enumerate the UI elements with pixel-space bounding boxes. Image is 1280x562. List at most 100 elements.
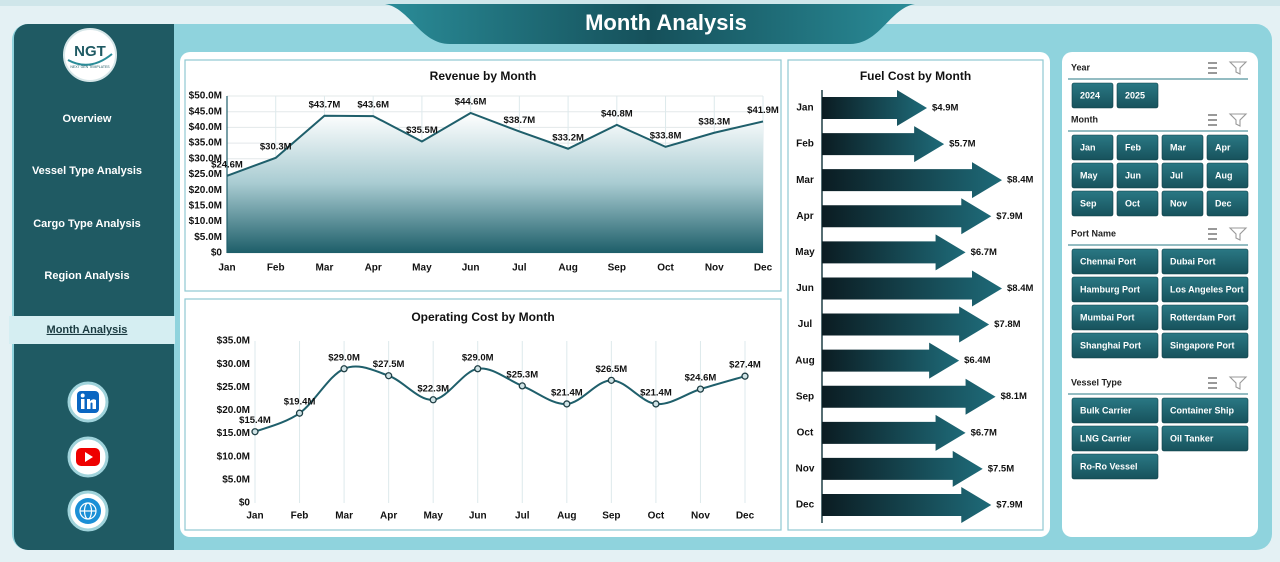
slicer-button[interactable]: Oil Tanker xyxy=(1161,425,1249,452)
nav-item[interactable]: Cargo Type Analysis xyxy=(33,218,141,230)
data-label: $40.8M xyxy=(601,108,633,119)
button-label: Singapore Port xyxy=(1170,340,1235,350)
slicer-button[interactable]: Oct xyxy=(1116,190,1159,217)
line xyxy=(226,111,764,177)
x-tick-label: Aug xyxy=(557,511,576,522)
slicer-button[interactable]: Apr xyxy=(1206,134,1249,161)
slicer-button[interactable]: Dubai Port xyxy=(1161,248,1249,275)
slicer-title: Port Name xyxy=(1071,228,1116,238)
y-tick-label: Apr xyxy=(796,211,813,222)
slicer-button[interactable]: Rotterdam Port xyxy=(1161,304,1249,331)
button-label: Shanghai Port xyxy=(1080,340,1141,350)
linkedin-glyph xyxy=(81,399,85,409)
website-link[interactable] xyxy=(67,490,109,532)
data-label: $4.9M xyxy=(932,103,958,114)
slicer-button[interactable]: Dec xyxy=(1206,190,1249,217)
multi-select-icon[interactable] xyxy=(1208,114,1217,126)
y-tick-label: $5.0M xyxy=(222,474,250,485)
clear-filter-icon[interactable] xyxy=(1228,113,1248,127)
data-label: $41.9M xyxy=(747,105,779,116)
data-label: $26.5M xyxy=(596,364,628,375)
slicer-button[interactable]: Mar xyxy=(1161,134,1204,161)
slicer-button[interactable]: Sep xyxy=(1071,190,1114,217)
arrow-bar xyxy=(822,306,990,343)
y-tick-label: $15.0M xyxy=(189,201,222,212)
y-tick-label: $10.0M xyxy=(189,216,222,227)
y-tick-label: $30.0M xyxy=(189,153,222,164)
y-tick-label: Jul xyxy=(798,319,813,330)
slicer-button[interactable]: Ro-Ro Vessel xyxy=(1071,453,1159,480)
slicer-button[interactable]: Aug xyxy=(1206,162,1249,189)
multi-select-icon[interactable] xyxy=(1208,228,1217,240)
sidebar-edge xyxy=(150,24,174,550)
button-bg xyxy=(1161,162,1204,189)
slicer-button[interactable]: Container Ship xyxy=(1161,397,1249,424)
data-label: $21.4M xyxy=(640,387,672,398)
nav-item[interactable]: Month Analysis xyxy=(9,316,175,344)
slicer-button[interactable]: Feb xyxy=(1116,134,1159,161)
x-tick-label: Aug xyxy=(558,263,577,274)
clear-filter-icon[interactable] xyxy=(1228,376,1248,390)
y-tick-label: $20.0M xyxy=(189,185,222,196)
marker xyxy=(607,376,616,384)
slicer-button[interactable]: 2024 xyxy=(1071,82,1114,109)
linkedin-link[interactable] xyxy=(67,381,109,423)
y-tick-label: Jun xyxy=(796,283,814,294)
slicer-button[interactable]: Jan xyxy=(1071,134,1114,161)
slicer-button[interactable]: LNG Carrier xyxy=(1071,425,1159,452)
slicer-button[interactable]: Jun xyxy=(1116,162,1159,189)
button-bg xyxy=(1116,82,1159,109)
arrow-bar xyxy=(822,342,960,379)
button-bg xyxy=(1071,190,1114,217)
y-tick-label: $35.0M xyxy=(189,138,222,149)
slicer-button[interactable]: Shanghai Port xyxy=(1071,332,1159,359)
nav-item[interactable]: Overview xyxy=(63,113,112,125)
slicer-button[interactable]: 2025 xyxy=(1116,82,1159,109)
y-tick-label: Aug xyxy=(795,355,814,366)
x-tick-label: Oct xyxy=(648,511,665,522)
button-bg xyxy=(1071,248,1159,275)
button-label: Dec xyxy=(1215,198,1232,208)
x-tick-label: May xyxy=(412,263,432,274)
slicer-button[interactable]: Los Angeles Port xyxy=(1161,276,1249,303)
slicer-button[interactable]: Bulk Carrier xyxy=(1071,397,1159,424)
nav-item[interactable]: Vessel Type Analysis xyxy=(32,165,142,177)
y-tick-label: Nov xyxy=(796,464,815,475)
marker xyxy=(696,385,705,393)
multi-select-icon[interactable] xyxy=(1208,62,1217,74)
button-bg xyxy=(1116,134,1159,161)
nav-item[interactable]: Region Analysis xyxy=(44,270,129,282)
slicer-button[interactable]: Singapore Port xyxy=(1161,332,1249,359)
slicer-button[interactable]: May xyxy=(1071,162,1114,189)
slicer-button[interactable]: Mumbai Port xyxy=(1071,304,1159,331)
slicer-button[interactable]: Chennai Port xyxy=(1071,248,1159,275)
x-tick-label: May xyxy=(423,511,443,522)
y-tick-label: $0 xyxy=(239,498,251,509)
youtube-link[interactable] xyxy=(67,436,109,478)
linkedin-glyph xyxy=(87,399,96,409)
x-tick-label: Jan xyxy=(218,263,235,274)
button-bg xyxy=(1206,190,1249,217)
data-label: $25.3M xyxy=(506,369,538,380)
button-bg xyxy=(1071,332,1159,359)
slicer-button[interactable]: Nov xyxy=(1161,190,1204,217)
marker xyxy=(384,372,393,380)
multi-select-icon[interactable] xyxy=(1208,377,1217,389)
chart-title: Operating Cost by Month xyxy=(411,310,554,324)
button-label: Ro-Ro Vessel xyxy=(1080,461,1138,471)
slicer-button[interactable]: Jul xyxy=(1161,162,1204,189)
data-label: $7.9M xyxy=(996,500,1022,511)
clear-filter-icon[interactable] xyxy=(1228,227,1248,241)
marker xyxy=(518,382,526,390)
data-label: $19.4M xyxy=(284,397,316,408)
button-bg xyxy=(1071,425,1159,452)
button-label: May xyxy=(1080,170,1098,180)
marker xyxy=(652,400,660,408)
y-tick-label: Oct xyxy=(797,427,814,438)
slicer-button[interactable]: Hamburg Port xyxy=(1071,276,1159,303)
button-bg xyxy=(1071,276,1159,303)
clear-filter-icon[interactable] xyxy=(1228,61,1248,75)
y-tick-label: $25.0M xyxy=(217,382,250,393)
marker xyxy=(474,365,482,373)
